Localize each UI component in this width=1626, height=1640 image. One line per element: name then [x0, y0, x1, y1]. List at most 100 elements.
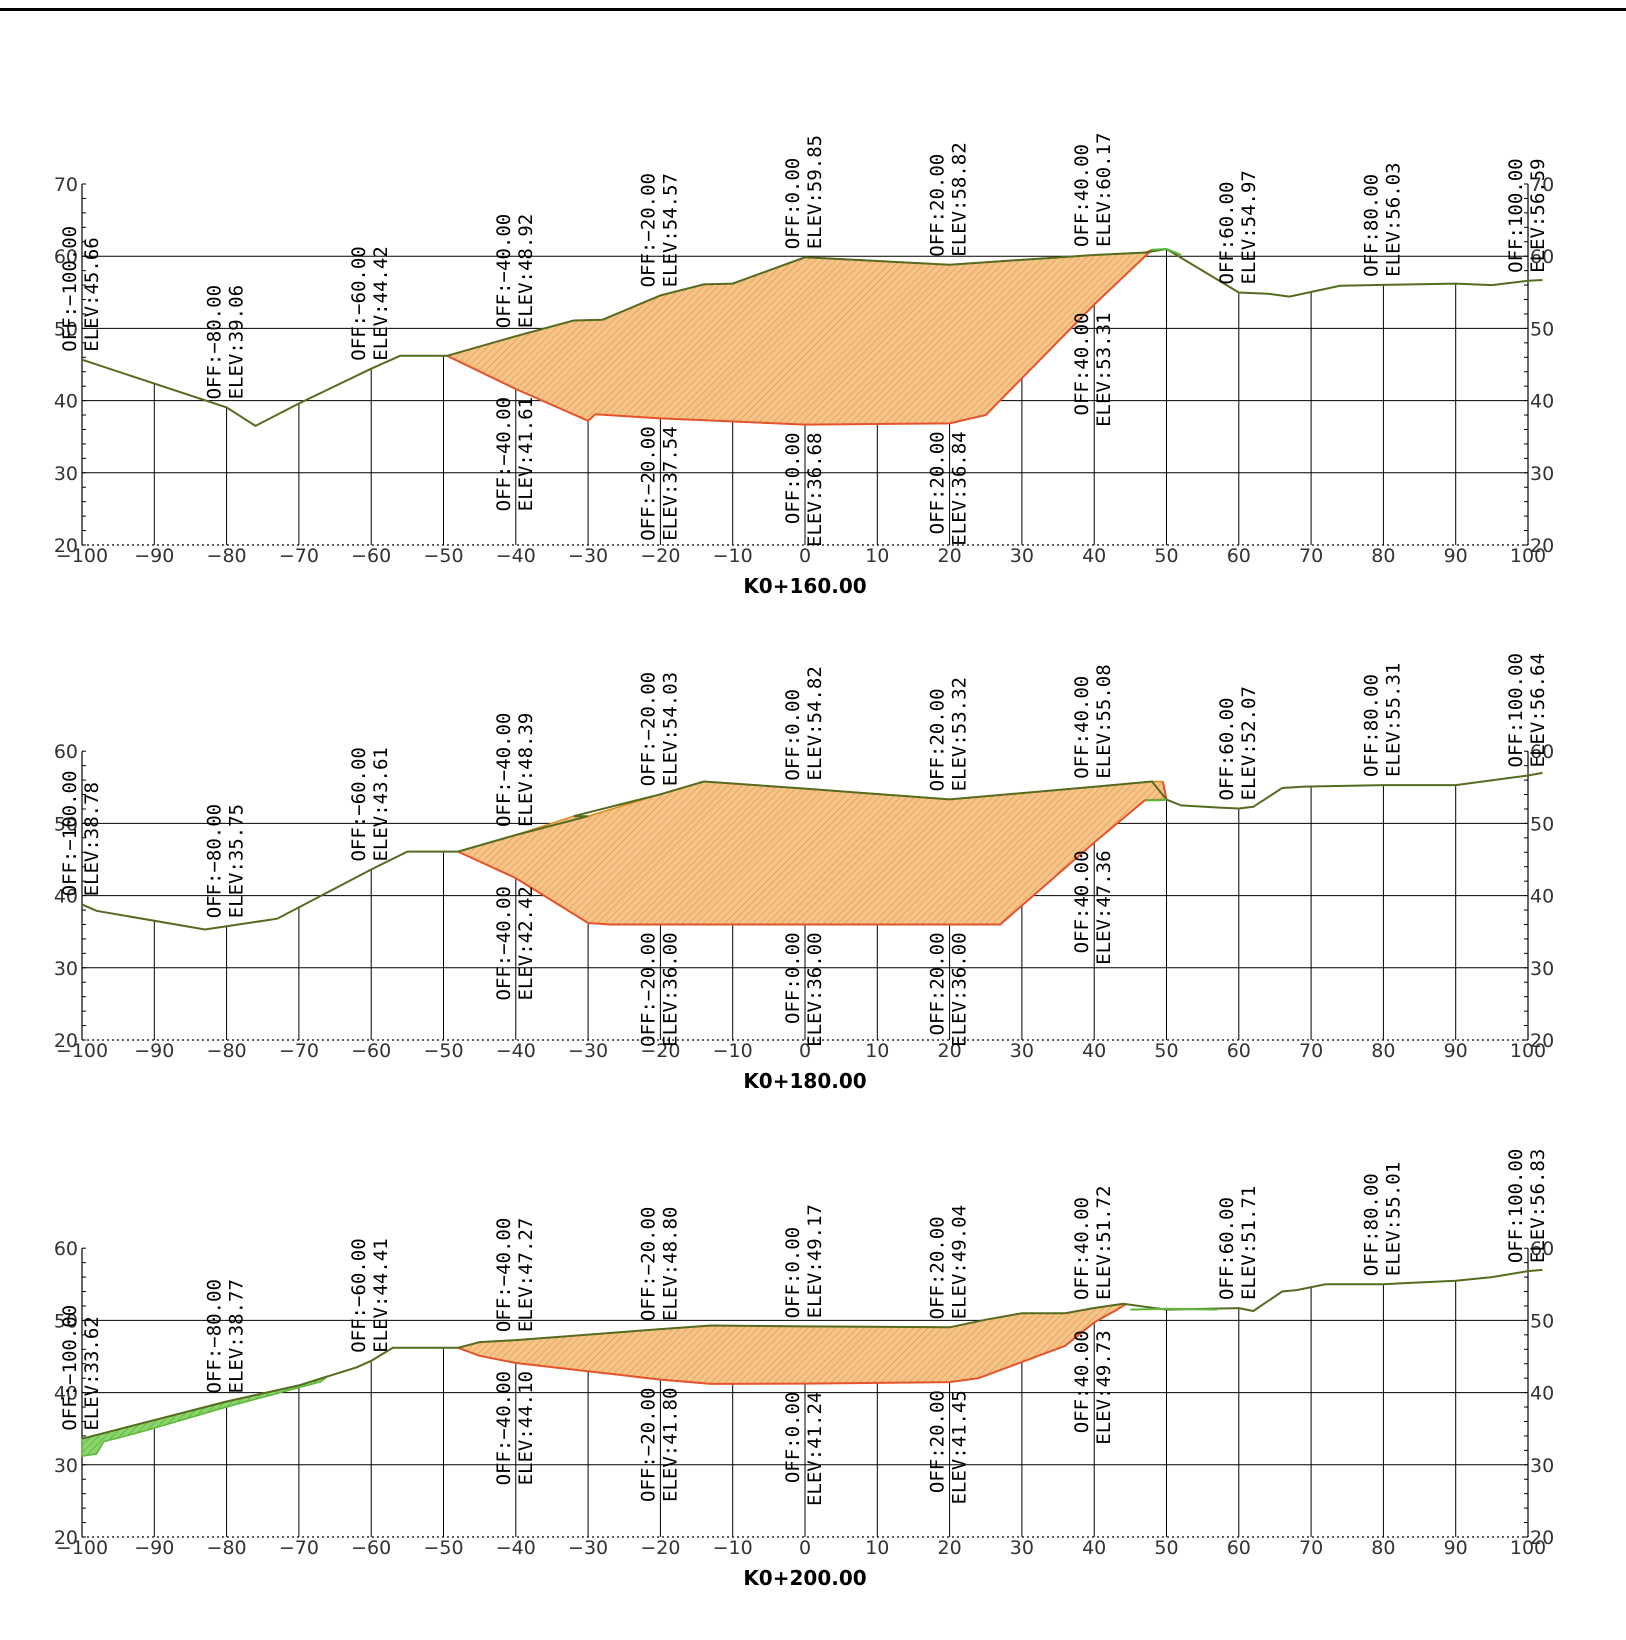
cross-section-k0-160: −100 −90 −80 −70 −60 −50 −40 −30 −20 −10 0 10 20 30 40…	[54, 133, 1554, 598]
offset-label: OFF:60.00	[1216, 182, 1238, 285]
offset-label: OFF:20.00	[927, 932, 949, 1035]
x-tick-label: 30	[1010, 1040, 1034, 1062]
upper-point-annotation: OFF:60.00 ELEV:54.97	[1216, 170, 1260, 284]
ground-line	[81, 1268, 1543, 1440]
upper-point-annotation: OFF:0.00 ELEV:59.85	[782, 135, 826, 249]
y-tick-label-left: 50	[54, 813, 78, 835]
elevation-label: ELEV:53.32	[949, 677, 971, 791]
cut-area	[458, 781, 1167, 925]
offset-label: OFF:0.00	[782, 689, 804, 781]
offset-label: OFF:−100.00	[59, 1305, 81, 1431]
x-tick-label: 70	[1299, 1537, 1323, 1559]
x-tick-label: −10	[713, 1040, 753, 1062]
elevation-label: ELEV:45.66	[81, 237, 103, 351]
x-tick-label: −90	[134, 1537, 174, 1559]
x-tick-label: 0	[799, 1537, 811, 1559]
elevation-label: ELEV:36.68	[804, 433, 826, 547]
elevation-label: ELEV:42.42	[515, 886, 537, 1000]
offset-label: OFF:40.00	[1071, 1197, 1093, 1300]
upper-point-annotation: OFF:−60.00 ELEV:44.42	[348, 246, 392, 360]
x-tick-label: −40	[496, 545, 536, 567]
x-tick-label: 10	[865, 1040, 889, 1062]
elevation-label: ELEV:56.59	[1527, 158, 1549, 272]
x-tick-label: 60	[1227, 545, 1251, 567]
y-tick-label-right: 60	[1530, 246, 1554, 268]
elevation-label: ELEV:35.75	[226, 804, 248, 918]
x-tick-label: −30	[568, 545, 608, 567]
x-tick-label: −100	[56, 1537, 108, 1559]
x-tick-label: −50	[423, 1040, 463, 1062]
elevation-label: ELEV:37.54	[659, 426, 681, 540]
cut-area	[447, 249, 1153, 425]
offset-label: OFF:60.00	[1216, 1197, 1238, 1300]
upper-point-annotation: OFF:80.00 ELEV:56.03	[1360, 162, 1404, 276]
y-tick-label-right: 50	[1530, 1310, 1554, 1332]
elevation-label: ELEV:49.17	[804, 1204, 826, 1318]
y-tick-label-left: 30	[54, 463, 78, 485]
x-tick-label: 50	[1154, 1537, 1178, 1559]
y-tick-label-left: 20	[54, 1527, 78, 1549]
elevation-label: ELEV:48.80	[659, 1207, 681, 1321]
x-tick-label: 20	[938, 545, 962, 567]
offset-label: OFF:−20.00	[637, 426, 659, 540]
x-tick-label: −80	[207, 1537, 247, 1559]
x-tick-label: 100	[1510, 545, 1546, 567]
x-tick-label: −70	[279, 545, 319, 567]
y-tick-label-right: 30	[1530, 1455, 1554, 1477]
offset-label: OFF:−80.00	[204, 1279, 226, 1393]
y-tick-label-right: 20	[1530, 535, 1554, 557]
offset-label: OFF:100.00	[1505, 653, 1527, 767]
x-tick-label: 60	[1227, 1040, 1251, 1062]
lower-point-annotation: OFF:20.00 ELEV:36.84	[927, 431, 971, 545]
x-tick-label: 80	[1371, 545, 1395, 567]
upper-point-annotation: OFF:−80.00 ELEV:39.06	[204, 285, 248, 399]
upper-point-annotation: OFF:100.00 ELEV:56.83	[1505, 1149, 1549, 1263]
lower-point-annotation: OFF:0.00 ELEV:41.24	[782, 1392, 826, 1506]
upper-point-annotation: OFF:−80.00 ELEV:35.75	[204, 804, 248, 918]
y-tick-label-right: 20	[1530, 1527, 1554, 1549]
elevation-label: ELEV:39.06	[226, 285, 248, 399]
offset-label: OFF:−40.00	[493, 1371, 515, 1485]
upper-point-annotation: OFF:20.00 ELEV:49.04	[927, 1205, 971, 1319]
x-tick-label: 80	[1371, 1040, 1395, 1062]
x-tick-label: −20	[640, 1040, 680, 1062]
offset-label: OFF:100.00	[1505, 1149, 1527, 1263]
x-tick-label: 90	[1444, 545, 1468, 567]
elevation-label: ELEV:36.00	[949, 932, 971, 1046]
x-tick-label: 40	[1082, 1040, 1106, 1062]
x-tick-label: 60	[1227, 1537, 1251, 1559]
offset-label: OFF:−20.00	[637, 173, 659, 287]
lower-point-annotation: OFF:0.00 ELEV:36.00	[782, 932, 826, 1046]
offset-label: OFF:−60.00	[348, 1238, 370, 1352]
upper-point-annotation: OFF:0.00 ELEV:54.82	[782, 666, 826, 780]
offset-label: OFF:40.00	[1071, 676, 1093, 779]
offset-label: OFF:80.00	[1360, 174, 1382, 277]
y-tick-label-left: 70	[54, 174, 78, 196]
upper-point-annotation: OFF:80.00 ELEV:55.31	[1360, 663, 1404, 777]
ground-line	[81, 771, 1543, 931]
lower-point-annotation: OFF:−40.00 ELEV:41.61	[493, 397, 537, 511]
x-tick-label: −10	[713, 545, 753, 567]
x-tick-label: 70	[1299, 545, 1323, 567]
x-tick-label: −40	[496, 1537, 536, 1559]
y-tick-label-right: 50	[1530, 318, 1554, 340]
cut-area-bottom-edge	[457, 1302, 1128, 1385]
y-tick-label-left: 60	[54, 741, 78, 763]
x-tick-label: −50	[423, 545, 463, 567]
x-tick-label: 10	[865, 545, 889, 567]
elevation-label: ELEV:54.57	[659, 173, 681, 287]
x-tick-label: 40	[1082, 1537, 1106, 1559]
y-tick-label-right: 50	[1530, 813, 1554, 835]
upper-point-annotation: OFF:80.00 ELEV:55.01	[1360, 1162, 1404, 1276]
offset-label: OFF:100.00	[1505, 158, 1527, 272]
upper-point-annotation: OFF:−40.00 ELEV:48.92	[493, 214, 537, 328]
y-tick-label-left: 40	[54, 886, 78, 908]
lower-point-annotation: OFF:40.00 ELEV:47.36	[1071, 850, 1115, 964]
upper-point-annotation: OFF:100.00 ELEV:56.64	[1505, 653, 1549, 767]
elevation-label: ELEV:51.71	[1238, 1186, 1260, 1300]
offset-label: OFF:0.00	[782, 1392, 804, 1484]
y-tick-label-left: 40	[54, 391, 78, 413]
x-tick-label: 100	[1510, 1040, 1546, 1062]
elevation-label: ELEV:47.27	[515, 1218, 537, 1332]
